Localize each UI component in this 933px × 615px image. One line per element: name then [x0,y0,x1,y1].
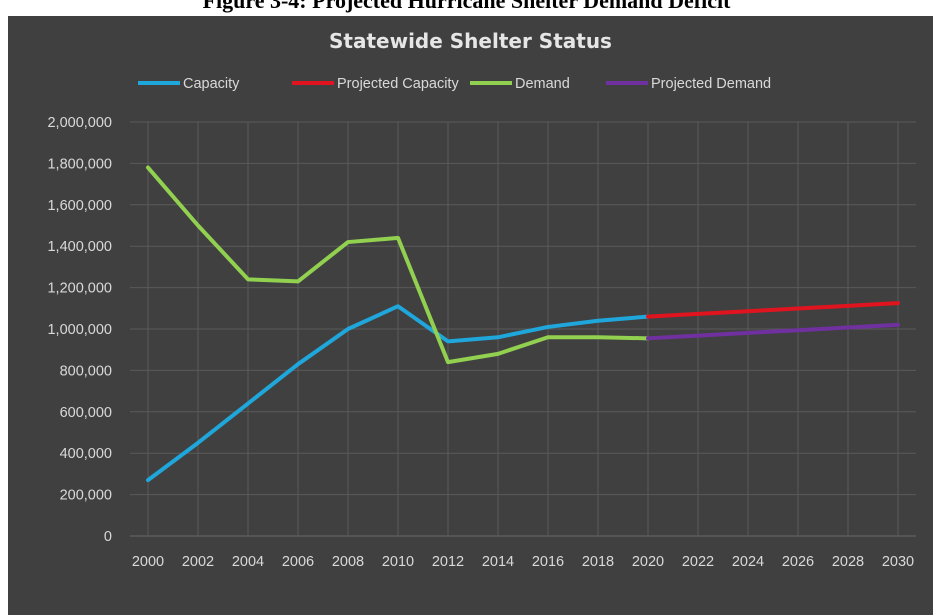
series-lines [146,165,900,483]
y-tick-label: 0 [104,529,112,545]
line-chart: Statewide Shelter Status Capacity Project… [47,29,916,570]
y-tick-label: 2,000,000 [47,115,112,131]
y-tick-label: 600,000 [60,405,112,421]
y-tick-label: 400,000 [60,446,112,462]
x-tick-label: 2008 [332,554,364,570]
y-tick-label: 1,000,000 [47,322,112,338]
x-tick-label: 2006 [282,554,314,570]
legend-label-projected-capacity: Projected Capacity [337,76,459,92]
legend: Capacity Projected Capacity Demand Projecte… [138,76,771,92]
x-tick-label: 2024 [732,554,764,570]
series-line-projected-demand [646,322,900,341]
x-tick-label: 2000 [132,554,164,570]
legend-label-capacity: Capacity [183,76,240,92]
y-tick-label: 1,400,000 [47,239,112,255]
y-tick-label: 1,200,000 [47,281,112,297]
y-tick-label: 1,600,000 [47,198,112,214]
gridlines [130,121,916,537]
figure-caption: Figure 3-4: Projected Hurricane Shelter … [202,0,731,13]
x-tick-label: 2010 [382,554,414,570]
x-tick-label: 2026 [782,554,814,570]
y-axis-ticks: 0 200,000 400,000 600,000 800,000 1,000,000 1,… [47,115,112,545]
chart-panel: Statewide Shelter Status Capacity Project… [8,16,933,615]
x-tick-label: 2002 [182,554,214,570]
legend-label-demand: Demand [515,76,570,92]
y-tick-label: 800,000 [60,363,112,379]
x-tick-label: 2004 [232,554,264,570]
x-tick-label: 2028 [832,554,864,570]
x-tick-label: 2012 [432,554,464,570]
x-tick-label: 2030 [882,554,914,570]
x-tick-label: 2020 [632,554,664,570]
x-tick-label: 2016 [532,554,564,570]
x-tick-label: 2022 [682,554,714,570]
y-tick-label: 200,000 [60,488,112,504]
y-tick-label: 1,800,000 [47,156,112,172]
x-axis-ticks: 2000 2002 2004 2006 2008 2010 2012 2014 2016 2018… [132,554,914,570]
x-tick-label: 2018 [582,554,614,570]
legend-label-projected-demand: Projected Demand [651,76,771,92]
series-line-projected-capacity [646,301,900,319]
chart-title: Statewide Shelter Status [329,29,612,53]
x-tick-label: 2014 [482,554,514,570]
